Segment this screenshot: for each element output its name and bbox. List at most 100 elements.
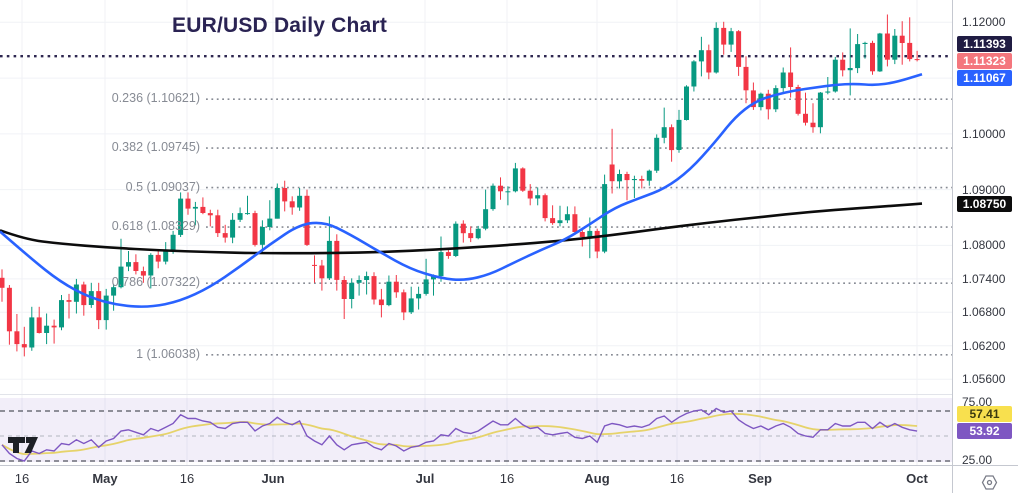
fib-level-label: 0.236 (1.10621) bbox=[111, 91, 200, 105]
candle bbox=[706, 44, 712, 80]
price-tick-label: 1.12000 bbox=[962, 15, 1006, 29]
candle bbox=[646, 169, 652, 186]
candle bbox=[728, 27, 734, 52]
candle bbox=[750, 82, 756, 110]
time-tick-label: Sep bbox=[748, 471, 772, 486]
time-tick-label: 16 bbox=[499, 471, 515, 486]
candle bbox=[111, 283, 117, 311]
fib-level-label: 0.786 (1.07322) bbox=[111, 275, 200, 289]
candle bbox=[133, 254, 139, 275]
candle bbox=[855, 34, 861, 74]
page-title: EUR/USD Daily Chart bbox=[172, 14, 388, 37]
rsi-line[interactable] bbox=[1, 407, 918, 462]
candle bbox=[148, 253, 154, 289]
candle bbox=[423, 258, 429, 296]
candle bbox=[483, 189, 489, 231]
price-tick-label: 1.06200 bbox=[962, 339, 1006, 353]
rsi-band-fill bbox=[0, 398, 952, 462]
candle bbox=[713, 22, 719, 74]
candle bbox=[341, 276, 347, 319]
candle bbox=[512, 162, 518, 193]
price-axis-separator bbox=[952, 0, 953, 493]
candle bbox=[6, 285, 12, 345]
candle bbox=[832, 56, 838, 93]
candle bbox=[59, 295, 64, 331]
candle bbox=[393, 275, 399, 298]
candle bbox=[252, 210, 258, 247]
candle bbox=[773, 85, 779, 113]
price-tick-label: 1.05600 bbox=[962, 372, 1006, 386]
candle bbox=[66, 293, 72, 319]
rsi-tick-label: 25.00 bbox=[962, 453, 993, 467]
candle bbox=[631, 175, 637, 198]
ma-slow-price: 1.08750 bbox=[957, 196, 1012, 212]
candle bbox=[51, 319, 57, 344]
candle bbox=[498, 177, 503, 200]
candle bbox=[185, 192, 191, 215]
candle bbox=[490, 183, 496, 211]
candle bbox=[326, 216, 332, 280]
candle bbox=[73, 278, 79, 314]
price-tick-label: 1.10000 bbox=[962, 127, 1006, 141]
candle bbox=[505, 186, 511, 206]
candle bbox=[103, 288, 109, 330]
fib-level-label: 1 (1.06038) bbox=[136, 347, 200, 361]
ma-50-line[interactable] bbox=[0, 72, 923, 308]
candle bbox=[259, 220, 265, 253]
candle bbox=[535, 187, 541, 206]
candle bbox=[721, 21, 727, 55]
pane-settings-icon[interactable] bbox=[981, 474, 998, 491]
candle bbox=[126, 251, 131, 272]
candle bbox=[572, 206, 578, 235]
candle bbox=[475, 225, 481, 240]
candle bbox=[639, 175, 645, 189]
alert-level-price: 1.11393 bbox=[957, 36, 1012, 52]
candle bbox=[230, 213, 236, 244]
candle bbox=[44, 313, 50, 345]
candle bbox=[371, 272, 377, 305]
candle bbox=[297, 188, 303, 211]
candle bbox=[550, 205, 556, 225]
candle bbox=[163, 242, 169, 265]
candle bbox=[899, 21, 905, 65]
candle bbox=[877, 32, 883, 72]
candle bbox=[765, 89, 771, 120]
candle bbox=[542, 193, 548, 222]
ma-200-line[interactable] bbox=[0, 202, 923, 255]
candle bbox=[698, 36, 704, 77]
candle bbox=[780, 67, 786, 92]
price-tick-label: 1.07400 bbox=[962, 272, 1006, 286]
candle bbox=[460, 220, 466, 243]
candle bbox=[237, 207, 243, 222]
price-tick-label: 1.08000 bbox=[962, 238, 1006, 252]
candle bbox=[914, 50, 920, 62]
candle bbox=[304, 189, 310, 246]
candle bbox=[378, 288, 384, 318]
candle bbox=[892, 29, 898, 65]
pane-separator[interactable] bbox=[0, 394, 952, 395]
candle bbox=[29, 306, 35, 351]
candle bbox=[654, 134, 660, 173]
candle bbox=[743, 56, 749, 104]
candle bbox=[691, 60, 697, 92]
candle bbox=[356, 275, 362, 296]
candle bbox=[803, 92, 808, 126]
candle bbox=[140, 266, 146, 283]
candle bbox=[215, 209, 221, 237]
candle bbox=[676, 109, 682, 153]
candle bbox=[907, 17, 913, 62]
time-axis-separator bbox=[0, 465, 1018, 466]
price-tick-label: 1.06800 bbox=[962, 305, 1006, 319]
rsi-value: 53.92 bbox=[957, 423, 1012, 439]
tradingview-logo-icon[interactable] bbox=[8, 437, 40, 455]
candle bbox=[349, 278, 355, 309]
candle bbox=[289, 196, 295, 215]
price-tick-label: 1.09000 bbox=[962, 183, 1006, 197]
candle bbox=[96, 282, 102, 330]
rsi-ma-line[interactable] bbox=[1, 412, 918, 456]
candle bbox=[192, 201, 198, 226]
candle bbox=[245, 195, 250, 215]
candle bbox=[624, 171, 630, 201]
candle bbox=[155, 250, 161, 269]
